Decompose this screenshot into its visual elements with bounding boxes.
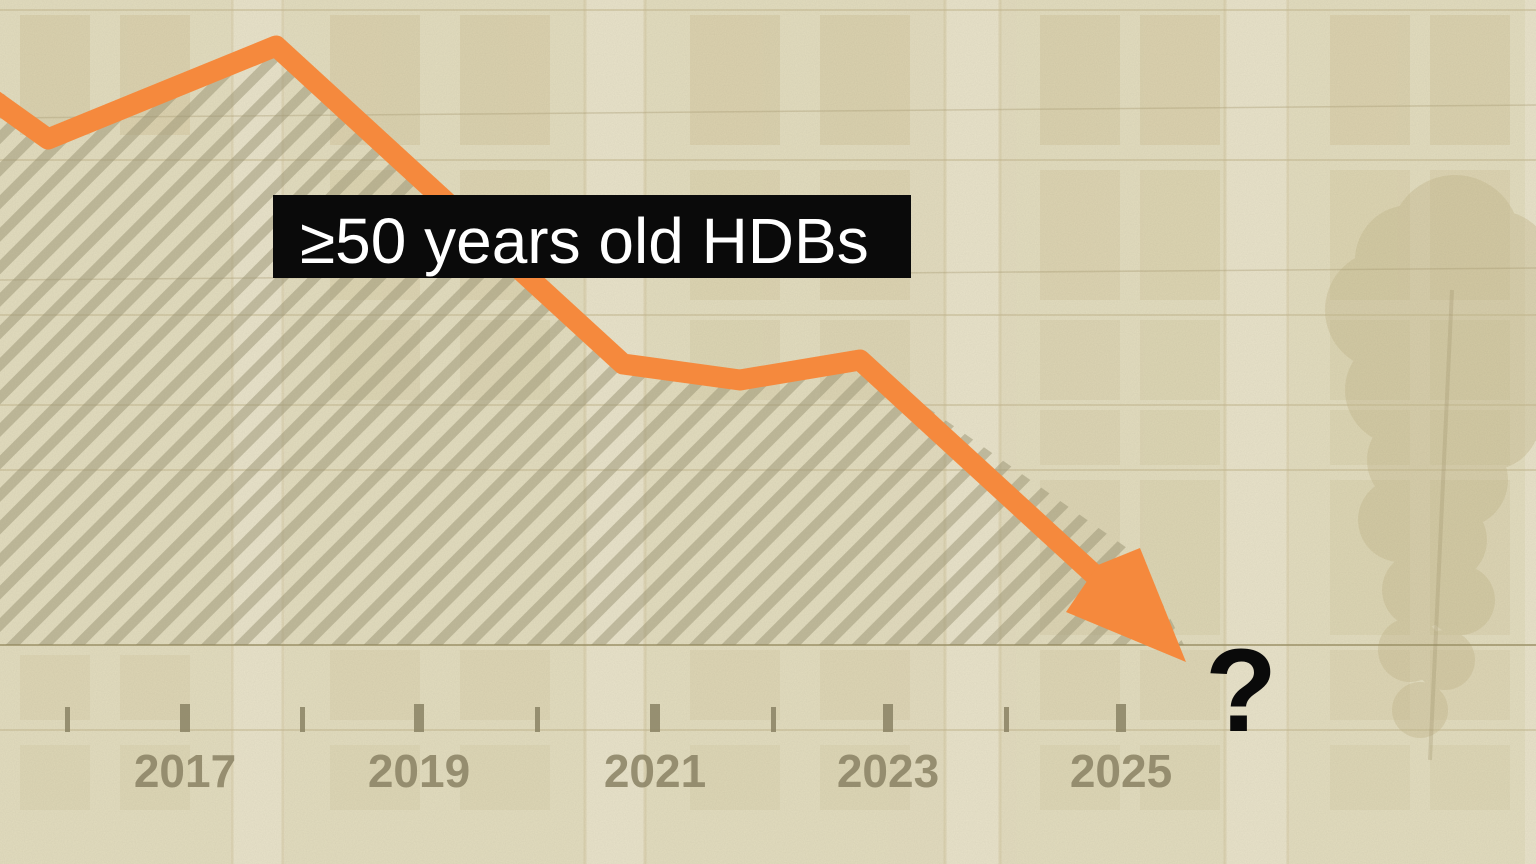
svg-text:≥50 years old HDBs: ≥50 years old HDBs xyxy=(300,205,869,277)
svg-text:2023: 2023 xyxy=(837,745,939,797)
svg-text:2019: 2019 xyxy=(368,745,470,797)
svg-text:?: ? xyxy=(1205,625,1277,757)
svg-text:2021: 2021 xyxy=(604,745,706,797)
svg-text:2025: 2025 xyxy=(1070,745,1172,797)
svg-text:2017: 2017 xyxy=(134,745,236,797)
